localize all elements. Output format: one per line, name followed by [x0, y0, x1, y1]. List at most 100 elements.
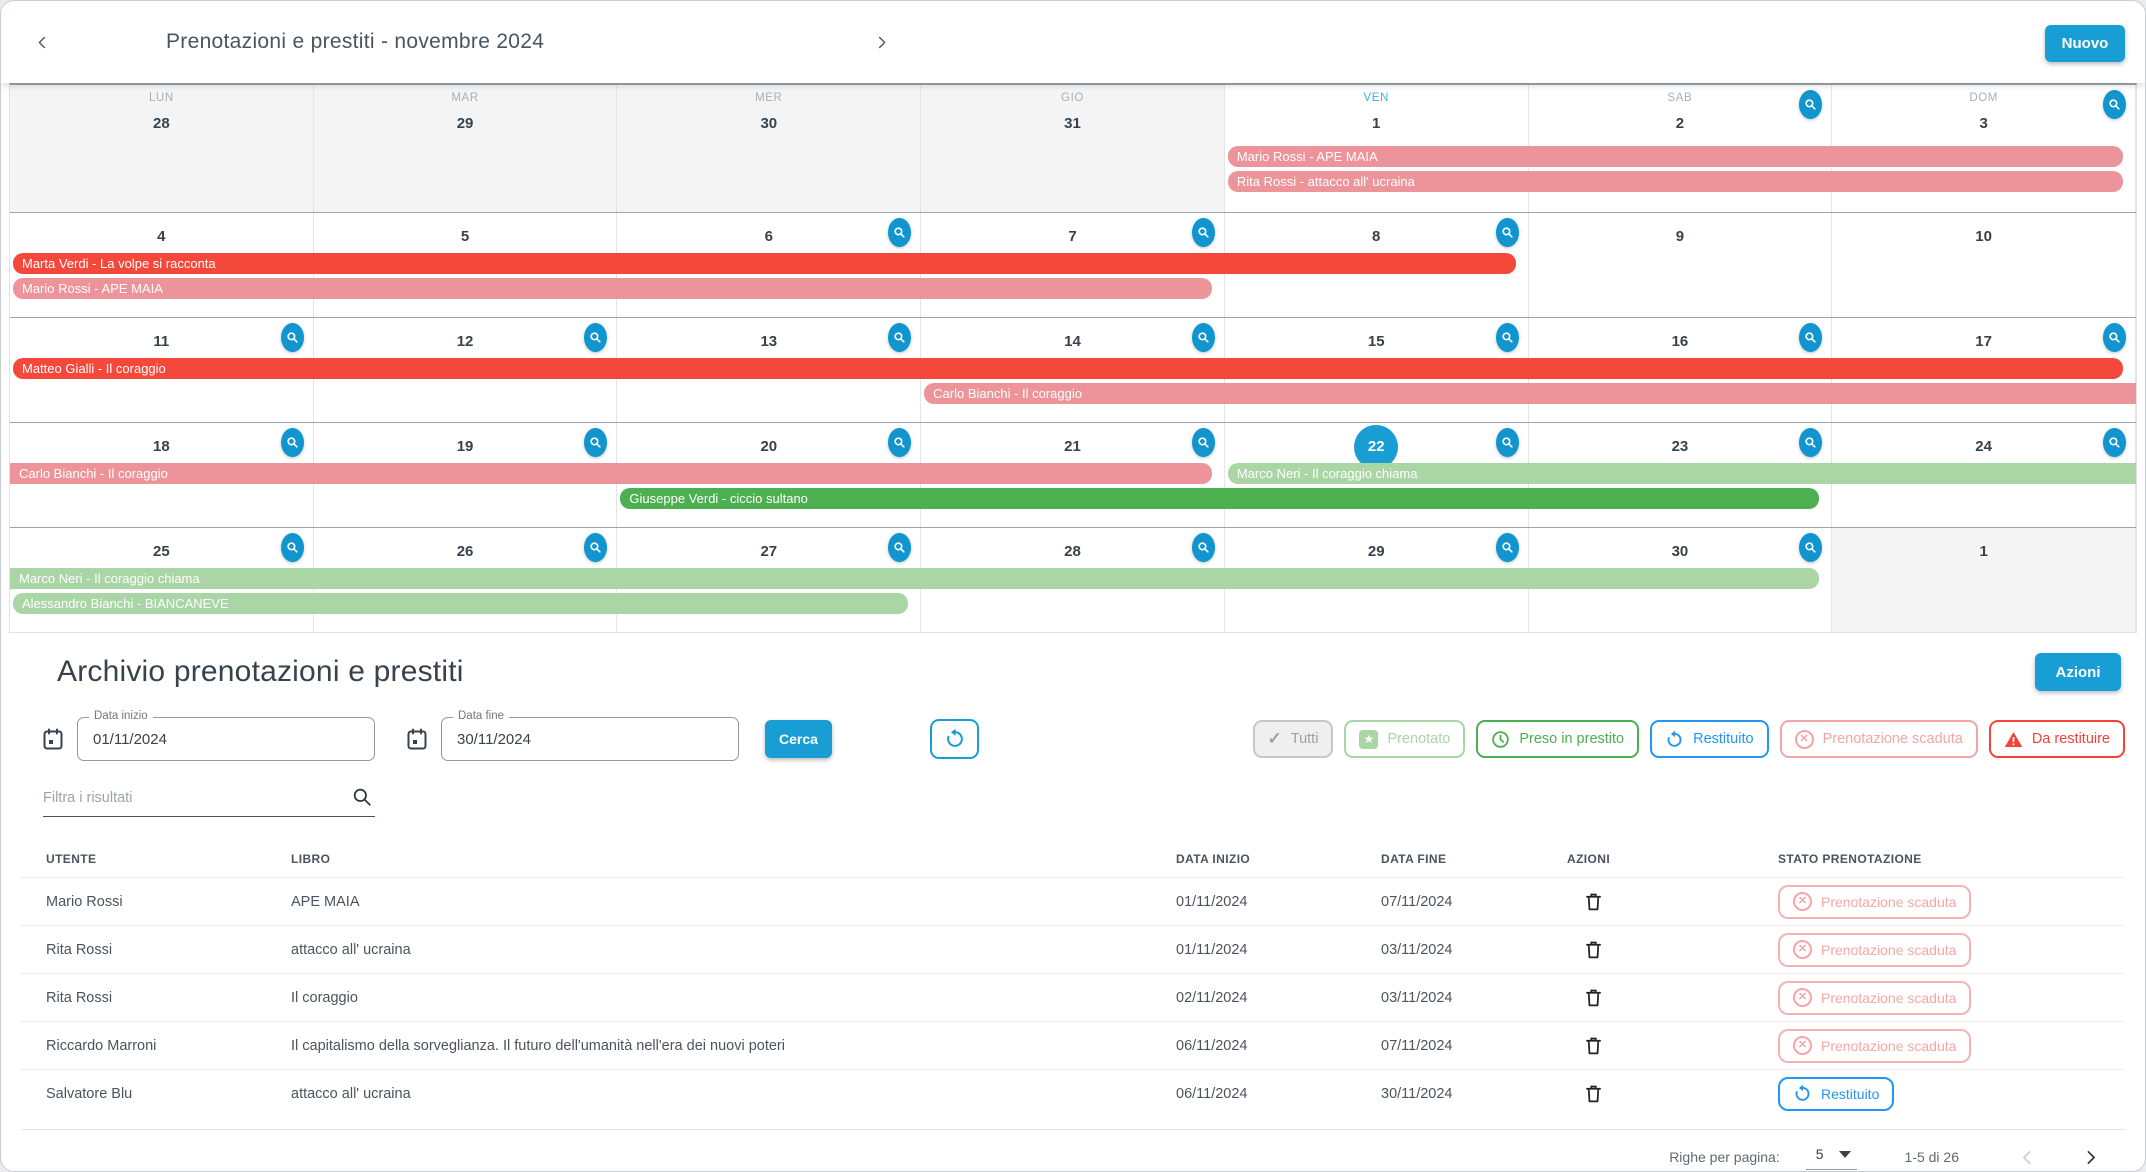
day-number-wrap: 13: [617, 318, 920, 351]
table-row: Riccardo Marroni Il capitalismo della sor…: [21, 1021, 2125, 1069]
calendar-week-5: 25 26 27 28 29 30 1 Marco Neri - Il coraggio ch…: [10, 527, 2136, 632]
event-bar[interactable]: Giuseppe Verdi - ciccio sultano: [620, 488, 1820, 509]
day-number-wrap: 1: [1225, 104, 1528, 133]
event-bar[interactable]: Mario Rossi - APE MAIA: [1227, 146, 2123, 167]
delete-button[interactable]: [1583, 1035, 1613, 1056]
pagination-range: 1-5 di 26: [1904, 1149, 1959, 1165]
event-bar[interactable]: Mario Rossi - APE MAIA: [13, 278, 1212, 299]
event-bar[interactable]: Carlo Bianchi - Il coraggio: [924, 383, 2136, 404]
delete-button[interactable]: [1583, 891, 1613, 912]
chip-label: Restituito: [1693, 731, 1754, 747]
day-number-wrap: 8: [1225, 213, 1528, 246]
day-number-wrap: 9: [1529, 213, 1832, 246]
delete-button[interactable]: [1583, 939, 1613, 960]
next-page-button[interactable]: [2082, 1149, 2099, 1166]
day-zoom-button[interactable]: [280, 323, 304, 352]
event-bar[interactable]: Rita Rossi - attacco all' ucraina: [1227, 171, 2123, 192]
day-zoom-button[interactable]: [1191, 428, 1215, 457]
day-zoom-button[interactable]: [280, 428, 304, 457]
day-number: 1: [1979, 543, 1988, 560]
day-zoom-button[interactable]: [2103, 90, 2126, 119]
event-bar[interactable]: Alessandro Bianchi - BIANCANEVE: [13, 593, 909, 614]
actions-button[interactable]: Azioni: [2035, 653, 2121, 691]
rows-per-page-select[interactable]: 5: [1805, 1144, 1857, 1170]
weekday-label: GIO: [1061, 92, 1084, 104]
status-chip-due[interactable]: Da restituire: [1988, 720, 2125, 758]
day-number-wrap: 6: [617, 213, 920, 246]
calendar-week-4: 18 19 20 21 22 23 24 Carlo Bianchi - Il coraggi…: [10, 422, 2136, 527]
status-chip-expired[interactable]: ✕ Prenotazione scaduta: [1779, 720, 1978, 758]
day-zoom-button[interactable]: [584, 428, 608, 457]
day-zoom-button[interactable]: [888, 323, 912, 352]
chevron-right-icon: [2087, 1150, 2095, 1164]
date-to-input[interactable]: [457, 731, 707, 748]
day-zoom-button[interactable]: [1799, 533, 1823, 562]
day-zoom-button[interactable]: [2103, 428, 2126, 457]
archive-section: Archivio prenotazioni e prestiti Azioni …: [1, 653, 2145, 1171]
day-zoom-button[interactable]: [1495, 428, 1519, 457]
delete-button[interactable]: [1583, 987, 1613, 1008]
col-header-utente: UTENTE: [46, 852, 97, 866]
date-to-field: Data fine: [441, 710, 739, 761]
day-cell-9: 9: [1529, 213, 1833, 317]
event-bar[interactable]: Marco Neri - Il coraggio chiama: [10, 568, 1820, 589]
status-chip-borrowed[interactable]: Preso in prestito: [1476, 720, 1640, 758]
col-header-azioni: AZIONI: [1567, 852, 1611, 866]
new-booking-button[interactable]: Nuovo: [2045, 25, 2125, 62]
day-zoom-button[interactable]: [1495, 323, 1519, 352]
day-zoom-button[interactable]: [1799, 90, 1823, 119]
status-chip-all[interactable]: ✓ Tutti: [1252, 720, 1334, 758]
calendar-icon[interactable]: [405, 727, 429, 751]
day-zoom-button[interactable]: [1495, 533, 1519, 562]
day-number: 4: [157, 228, 166, 245]
weekday-label: DOM: [1969, 92, 1998, 104]
calendar-header: Prenotazioni e prestiti - novembre 2024 …: [1, 1, 2145, 83]
day-zoom-button[interactable]: [280, 533, 304, 562]
day-cell-17: 17: [1832, 318, 2136, 422]
next-month-button[interactable]: [874, 35, 889, 50]
day-zoom-button[interactable]: [1191, 323, 1215, 352]
day-zoom-button[interactable]: [584, 533, 608, 562]
search-button[interactable]: Cerca: [765, 720, 832, 758]
day-zoom-button[interactable]: [888, 428, 912, 457]
prev-month-button[interactable]: [35, 35, 50, 50]
event-bar[interactable]: Marta Verdi - La volpe si racconta: [13, 253, 1516, 274]
day-zoom-button[interactable]: [888, 533, 912, 562]
day-zoom-button[interactable]: [2103, 323, 2126, 352]
event-bar[interactable]: Marco Neri - Il coraggio chiama: [1227, 463, 2136, 484]
day-number: 30: [760, 115, 778, 132]
day-zoom-button[interactable]: [584, 323, 608, 352]
magnifier-icon: [590, 332, 602, 343]
day-zoom-button[interactable]: [1191, 218, 1215, 247]
day-zoom-button[interactable]: [1191, 533, 1215, 562]
day-number-wrap: 10: [1832, 213, 2135, 246]
cell-stato: Restituito: [1778, 1076, 2125, 1111]
circled-x-icon: ✕: [1793, 892, 1812, 911]
previous-page-button[interactable]: [2019, 1149, 2036, 1166]
day-zoom-button[interactable]: [1495, 218, 1519, 247]
delete-button[interactable]: [1583, 1083, 1613, 1104]
date-to-label: Data fine: [453, 710, 510, 722]
day-number: 28: [153, 115, 170, 132]
circled-x-icon: ✕: [1794, 729, 1814, 749]
cell-azioni: [1567, 891, 1778, 912]
day-number: 13: [760, 333, 778, 350]
date-from-input[interactable]: [93, 731, 343, 748]
event-bar[interactable]: Matteo Gialli - Il coraggio: [13, 358, 2123, 379]
status-chip-returned[interactable]: Restituito: [1650, 720, 1769, 758]
day-number: 31: [1064, 115, 1081, 132]
day-zoom-button[interactable]: [1799, 428, 1823, 457]
day-cell-22: 22: [1225, 423, 1529, 527]
col-header-data-inizio: DATA INIZIO: [1176, 852, 1251, 866]
day-zoom-button[interactable]: [888, 218, 912, 247]
badge-label: Prenotazione scaduta: [1821, 941, 1957, 958]
event-bar[interactable]: Carlo Bianchi - Il coraggio: [10, 463, 1212, 484]
day-cell-30: 30: [1529, 528, 1833, 632]
refresh-button[interactable]: [930, 719, 979, 759]
badge-label: Prenotazione scaduta: [1821, 1037, 1957, 1054]
results-filter-input[interactable]: [43, 790, 338, 806]
cell-libro: attacco all' ucraina: [291, 1085, 411, 1102]
day-zoom-button[interactable]: [1799, 323, 1823, 352]
calendar-icon[interactable]: [41, 727, 65, 751]
status-chip-booked[interactable]: ★ Prenotato: [1344, 720, 1466, 758]
